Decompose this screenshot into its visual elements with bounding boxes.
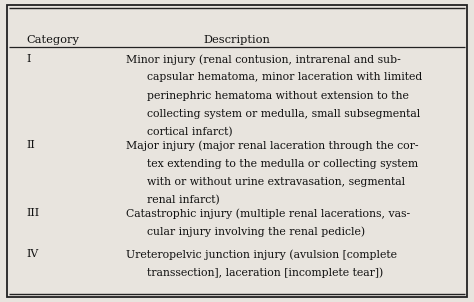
- Text: collecting system or medulla, small subsegmental: collecting system or medulla, small subs…: [147, 109, 420, 119]
- FancyBboxPatch shape: [7, 5, 467, 297]
- Text: IV: IV: [26, 249, 38, 259]
- Text: Major injury (major renal laceration through the cor-: Major injury (major renal laceration thr…: [126, 140, 418, 151]
- Text: cular injury involving the renal pedicle): cular injury involving the renal pedicle…: [147, 226, 365, 237]
- Text: I: I: [26, 54, 30, 64]
- Text: Description: Description: [203, 35, 271, 45]
- Text: Ureteropelvic junction injury (avulsion [complete: Ureteropelvic junction injury (avulsion …: [126, 249, 397, 260]
- Text: Category: Category: [26, 35, 79, 45]
- Text: Catastrophic injury (multiple renal lacerations, vas-: Catastrophic injury (multiple renal lace…: [126, 208, 410, 219]
- Text: capsular hematoma, minor laceration with limited: capsular hematoma, minor laceration with…: [147, 72, 422, 82]
- Text: tex extending to the medulla or collecting system: tex extending to the medulla or collecti…: [147, 159, 418, 169]
- Text: cortical infarct): cortical infarct): [147, 127, 233, 137]
- Text: renal infarct): renal infarct): [147, 195, 219, 205]
- Text: with or without urine extravasation, segmental: with or without urine extravasation, seg…: [147, 177, 405, 187]
- Text: III: III: [26, 208, 39, 218]
- Text: II: II: [26, 140, 35, 150]
- Text: perinephric hematoma without extension to the: perinephric hematoma without extension t…: [147, 91, 409, 101]
- Text: transsection], laceration [incomplete tear]): transsection], laceration [incomplete te…: [147, 267, 383, 278]
- Text: Minor injury (renal contusion, intrarenal and sub-: Minor injury (renal contusion, intrarena…: [126, 54, 401, 65]
